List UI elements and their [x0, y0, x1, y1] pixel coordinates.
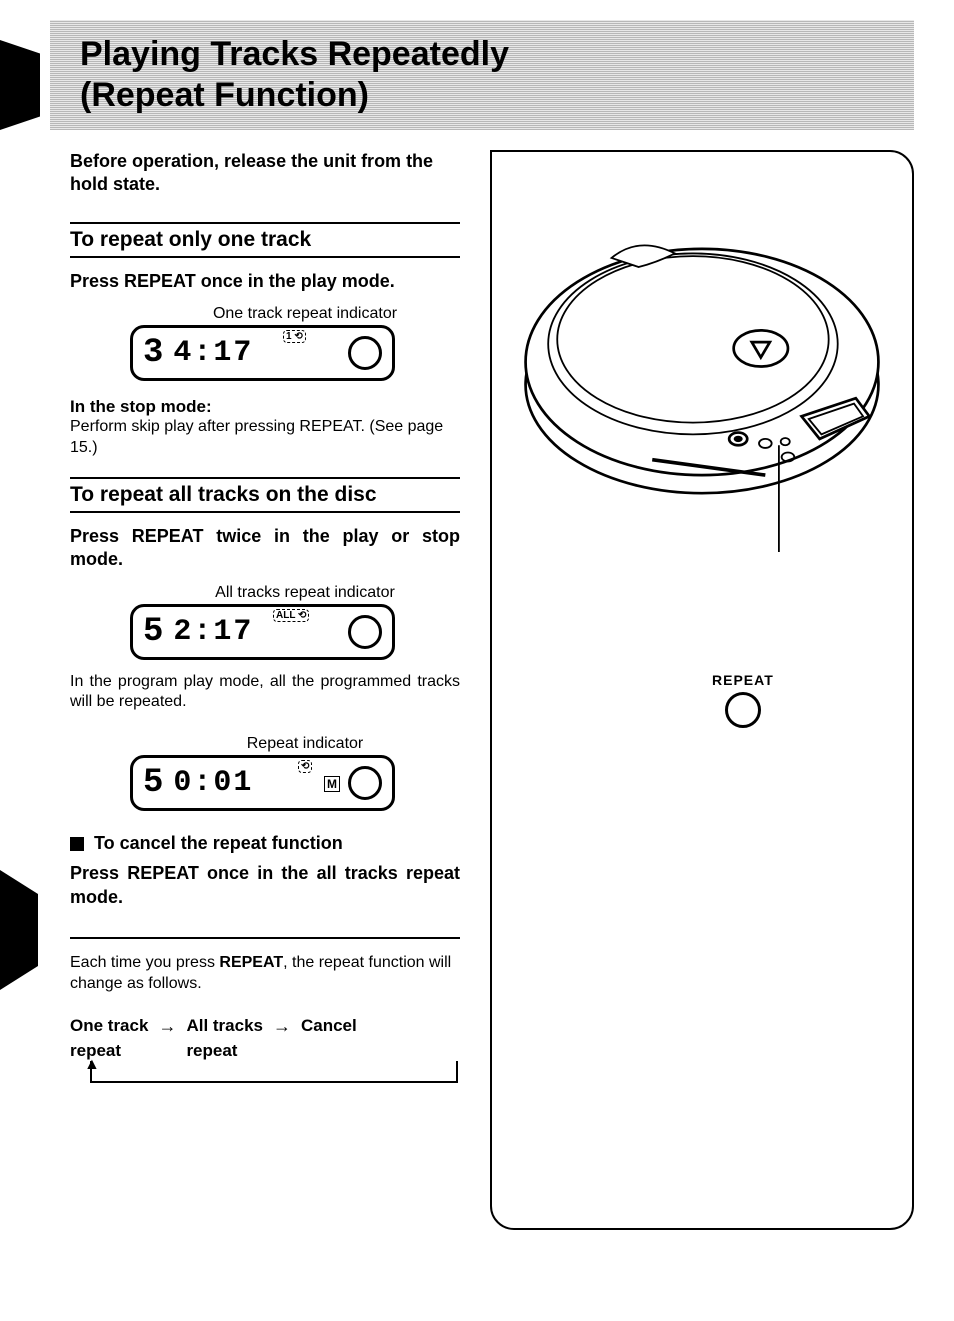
caption-repeat-indicator: Repeat indicator — [150, 735, 460, 753]
lcd-display-program: 5 0:01 ⟲ M — [130, 755, 460, 811]
cycle-step-1a: One track — [70, 1013, 148, 1039]
repeat-button-label: REPEAT — [712, 672, 774, 688]
cycle-loop-arrow-icon: ▲ — [84, 1053, 100, 1077]
cycle-step-2a: All tracks — [186, 1013, 263, 1039]
lcd-time: 4:17 — [173, 336, 253, 370]
repeat-button-callout: REPEAT — [712, 672, 774, 728]
instruction-one-track: Press REPEAT once in the play mode. — [70, 270, 460, 293]
page-root: Playing Tracks Repeatedly (Repeat Functi… — [0, 0, 954, 1321]
content-columns: Before operation, release the unit from … — [0, 150, 954, 1321]
cancel-instruction: Press REPEAT once in the all tracks repe… — [70, 862, 460, 909]
lcd-display-all-tracks: 5 2:17 ALL ⟲ — [130, 604, 460, 660]
square-bullet-icon — [70, 837, 84, 851]
lcd-time: 2:17 — [173, 615, 253, 649]
caption-one-track-indicator: One track repeat indicator — [150, 305, 460, 323]
caption-all-tracks-indicator: All tracks repeat indicator — [150, 584, 460, 602]
lcd-time: 0:01 — [173, 766, 253, 800]
lcd-track-number: 5 — [143, 613, 165, 651]
cycle-intro-repeat-word: REPEAT — [219, 954, 283, 971]
cycle-loop-line — [90, 1061, 458, 1083]
title-banner: Playing Tracks Repeatedly (Repeat Functi… — [50, 20, 914, 130]
cycle-step-3: Cancel — [301, 1013, 357, 1039]
instruction-all-tracks: Press REPEAT twice in the play or stop m… — [70, 525, 460, 572]
stop-mode-body: Perform skip play after pressing REPEAT.… — [70, 417, 460, 459]
title-line-1: Playing Tracks Repeatedly — [80, 34, 884, 75]
cycle-intro: Each time you press REPEAT, the repeat f… — [70, 953, 460, 995]
cancel-heading-row: To cancel the repeat function — [70, 833, 460, 854]
cd-player-illustration — [512, 172, 892, 552]
lcd-track-number: 5 — [143, 764, 165, 802]
horizontal-divider — [70, 937, 460, 939]
lcd-disc-icon — [348, 615, 382, 649]
program-mode-note: In the program play mode, all the progra… — [70, 672, 460, 714]
section-heading-all-tracks: To repeat all tracks on the disc — [70, 477, 460, 513]
stop-mode-heading: In the stop mode: — [70, 397, 460, 417]
lcd-disc-icon — [348, 336, 382, 370]
lcd-m-badge: M — [324, 776, 340, 792]
lcd-repeat-indicator-icon: 1 ⟲ — [283, 330, 306, 343]
arrow-right-icon: → — [273, 1013, 291, 1040]
title-line-2: (Repeat Function) — [80, 75, 884, 116]
cycle-intro-pre: Each time you press — [70, 954, 219, 971]
cancel-heading: To cancel the repeat function — [94, 833, 343, 854]
repeat-button-icon — [725, 692, 761, 728]
device-illustration-frame: REPEAT — [490, 150, 914, 1230]
page-tab-decoration-top — [0, 40, 40, 130]
lcd-repeat-indicator-icon: ⟲ — [298, 760, 312, 773]
repeat-cycle-diagram: One track repeat → All tracks repeat → C… — [70, 1013, 460, 1093]
lcd-display-one-track: 3 4:17 1 ⟲ — [130, 325, 460, 381]
left-column: Before operation, release the unit from … — [70, 150, 460, 1301]
intro-text: Before operation, release the unit from … — [70, 150, 460, 197]
right-column: REPEAT — [490, 150, 914, 1301]
lcd-track-number: 3 — [143, 334, 165, 372]
lcd-disc-icon — [348, 766, 382, 800]
section-heading-one-track: To repeat only one track — [70, 222, 460, 258]
arrow-right-icon: → — [158, 1013, 176, 1040]
lcd-all-repeat-indicator-icon: ALL ⟲ — [273, 609, 309, 622]
